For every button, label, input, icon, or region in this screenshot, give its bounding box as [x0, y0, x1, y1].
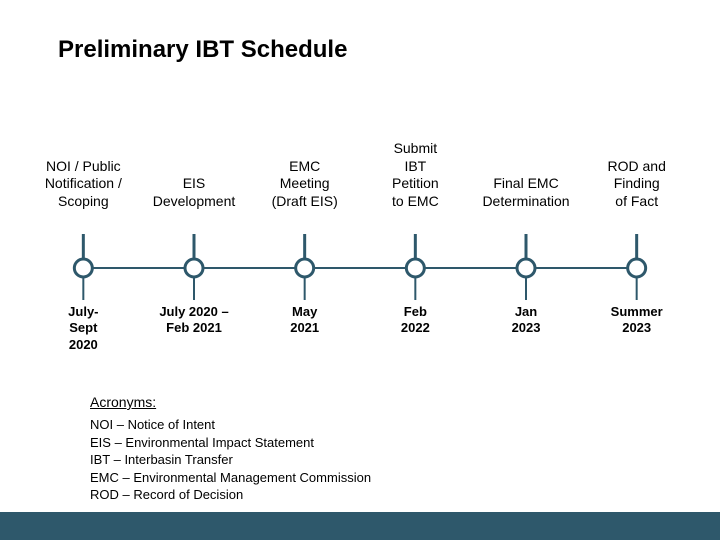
- timeline-label-col: Final EMCDetermination: [471, 138, 582, 210]
- timeline-date-col: Feb2022: [360, 302, 471, 353]
- timeline: NOI / PublicNotification /Scoping EISDeve…: [28, 138, 692, 353]
- milestone-date: May2021: [290, 302, 319, 337]
- acronym-line: EMC – Environmental Management Commissio…: [90, 469, 371, 487]
- timeline-label-col: EISDevelopment: [139, 138, 250, 210]
- milestone-date: July-Sept2020: [68, 302, 98, 353]
- timeline-label-col: ROD andFindingof Fact: [581, 138, 692, 210]
- milestone-label: EMCMeeting(Draft EIS): [270, 138, 340, 210]
- timeline-label-col: SubmitIBTPetitionto EMC: [360, 138, 471, 210]
- milestone-label: NOI / PublicNotification /Scoping: [43, 138, 124, 210]
- timeline-label-col: EMCMeeting(Draft EIS): [249, 138, 360, 210]
- milestone-label: EISDevelopment: [151, 138, 238, 210]
- timeline-date-col: July-Sept2020: [28, 302, 139, 353]
- milestone-label: SubmitIBTPetitionto EMC: [390, 138, 441, 210]
- timeline-date-col: Summer2023: [581, 302, 692, 353]
- slide: Preliminary IBT Schedule NOI / PublicNot…: [0, 0, 720, 540]
- page-title: Preliminary IBT Schedule: [0, 0, 720, 64]
- milestone-date: Jan2023: [512, 302, 541, 337]
- timeline-top-labels: NOI / PublicNotification /Scoping EISDeve…: [28, 138, 692, 210]
- timeline-date-col: May2021: [249, 302, 360, 353]
- acronyms-block: Acronyms: NOI – Notice of IntentEIS – En…: [90, 394, 371, 504]
- milestone-label: ROD andFindingof Fact: [606, 138, 668, 210]
- acronym-line: ROD – Record of Decision: [90, 486, 371, 504]
- acronym-line: NOI – Notice of Intent: [90, 416, 371, 434]
- acronym-line: EIS – Environmental Impact Statement: [90, 434, 371, 452]
- milestone-date: July 2020 –Feb 2021: [159, 302, 228, 337]
- timeline-date-labels: July-Sept2020 July 2020 –Feb 2021 May2021 F…: [28, 302, 692, 353]
- milestone-date: Summer2023: [611, 302, 663, 337]
- timeline-date-col: Jan2023: [471, 302, 582, 353]
- milestone-label: Final EMCDetermination: [480, 138, 571, 210]
- acronym-line: IBT – Interbasin Transfer: [90, 451, 371, 469]
- timeline-date-col: July 2020 –Feb 2021: [139, 302, 250, 353]
- acronyms-list: NOI – Notice of IntentEIS – Environmenta…: [90, 416, 371, 504]
- milestone-date: Feb2022: [401, 302, 430, 337]
- timeline-graphic: [28, 210, 692, 302]
- timeline-label-col: NOI / PublicNotification /Scoping: [28, 138, 139, 210]
- footer-bar: [0, 512, 720, 540]
- acronyms-heading: Acronyms:: [90, 394, 371, 410]
